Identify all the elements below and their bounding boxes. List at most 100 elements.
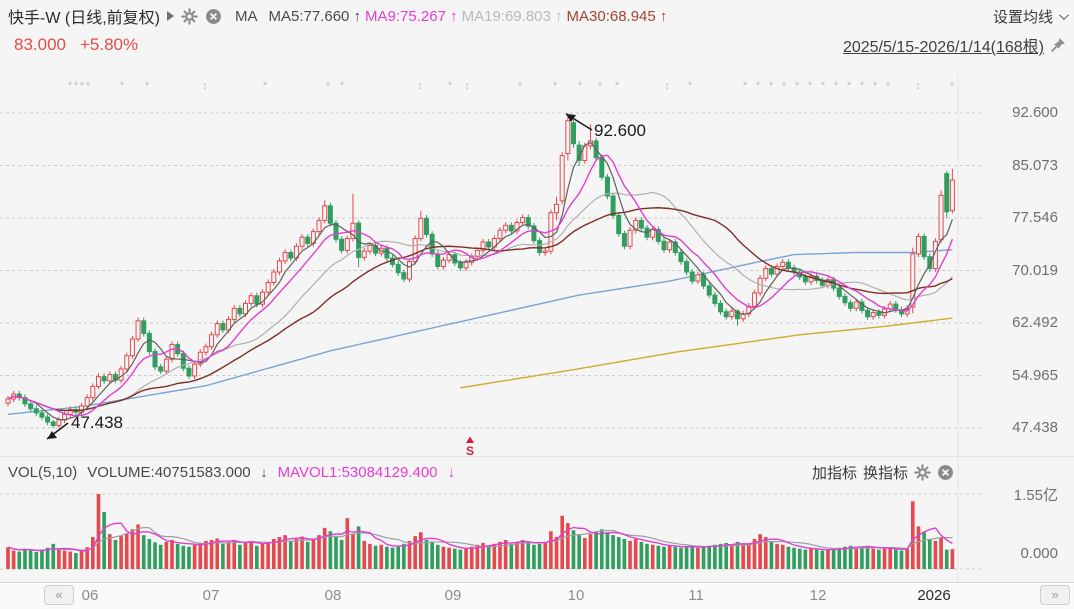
candle-body (836, 287, 842, 297)
updown-marker-icon[interactable]: ↕ (202, 80, 208, 92)
expand-arrow-icon[interactable] (166, 11, 174, 21)
volume-bar (390, 547, 395, 569)
volume-bar (724, 542, 728, 569)
ex-dividend-marker[interactable]: S (466, 444, 474, 458)
candle-body (842, 295, 848, 304)
news-marker-icon[interactable]: * (339, 80, 345, 92)
news-marker-icon[interactable]: * (577, 80, 583, 92)
candle-body (339, 238, 345, 251)
candle-body (480, 241, 486, 251)
volume-bar (62, 550, 67, 569)
volume-bar (684, 546, 689, 569)
news-marker-icon[interactable]: * (768, 80, 774, 92)
chart-settings-gear-icon[interactable] (181, 7, 198, 25)
news-marker-icon[interactable]: * (262, 80, 268, 92)
news-marker-icon[interactable]: * (552, 80, 558, 92)
news-marker-icon[interactable]: * (517, 80, 523, 92)
ma-settings-button[interactable]: 设置均线 (992, 8, 1053, 26)
news-marker-icon[interactable]: * (872, 80, 878, 92)
candle-body (412, 238, 418, 263)
volume-settings-gear-icon[interactable] (914, 463, 931, 481)
candle-body (554, 203, 560, 214)
news-marker-icon[interactable]: * (794, 80, 800, 92)
volume-bar (339, 539, 344, 569)
volume-bar (373, 545, 378, 569)
volume-bar (452, 548, 457, 569)
volume-bar (837, 547, 842, 569)
volume-bar (204, 540, 208, 569)
news-marker-icon[interactable]: * (119, 80, 125, 92)
volume-bar (40, 550, 44, 569)
news-marker-icon[interactable]: * (859, 80, 865, 92)
close-indicator-icon[interactable] (205, 8, 222, 25)
news-marker-icon[interactable]: * (781, 80, 787, 92)
volume-bar (407, 540, 412, 569)
month-tick-label: 08 (324, 587, 342, 604)
candle-body (299, 236, 305, 247)
news-marker-icon[interactable]: * (885, 80, 891, 92)
candle-body (237, 307, 243, 315)
ex-dividend-marker-arrow (466, 436, 474, 443)
candle-body (531, 225, 537, 242)
candle-body (124, 355, 130, 370)
volume-bar (860, 546, 864, 569)
candle-body (689, 271, 695, 282)
candle-body (870, 311, 876, 318)
news-marker-icon[interactable]: * (144, 80, 150, 92)
candle-body (508, 224, 514, 232)
news-marker-icon[interactable]: * (614, 80, 620, 92)
news-marker-icon[interactable]: * (742, 80, 748, 92)
candle-body (729, 310, 735, 318)
news-marker-icon[interactable]: * (79, 80, 85, 92)
volume-bar (486, 545, 491, 569)
volume-bar (300, 536, 304, 569)
volume-bar (255, 545, 259, 569)
news-marker-icon[interactable]: * (597, 80, 603, 92)
volume-bar (752, 539, 757, 569)
news-marker-icon[interactable]: * (846, 80, 852, 92)
add-indicator-button[interactable]: 加指标 (811, 464, 857, 482)
news-marker-icon[interactable]: * (85, 80, 91, 92)
updown-marker-icon[interactable]: ↕ (464, 80, 470, 92)
volume-bar (730, 545, 734, 569)
volume-bar (68, 551, 73, 569)
symbol-title[interactable]: 快手-W (日线,前复权) (8, 10, 160, 27)
volume-indicator-label[interactable]: VOL(5,10) (8, 463, 78, 481)
news-marker-icon[interactable]: * (325, 80, 331, 92)
volume-bar (283, 535, 287, 569)
volume-bar (713, 544, 717, 569)
volume-bar (57, 549, 61, 569)
scroll-right-button[interactable]: » (1040, 585, 1070, 605)
candle-body (129, 338, 135, 357)
news-marker-icon[interactable]: * (807, 80, 813, 92)
candle-body (774, 265, 780, 275)
updown-marker-icon[interactable]: ↕ (915, 80, 921, 92)
candle-body (497, 229, 503, 240)
candle-body (254, 295, 260, 305)
news-marker-icon[interactable]: * (447, 80, 453, 92)
pin-icon[interactable] (1050, 37, 1066, 53)
switch-indicator-button[interactable]: 换指标 (862, 464, 908, 482)
volume-close-icon[interactable] (937, 464, 954, 481)
news-marker-icon[interactable]: * (949, 80, 955, 92)
candle-body (214, 323, 220, 336)
scroll-left-button[interactable]: « (44, 585, 74, 605)
news-marker-icon[interactable]: * (755, 80, 761, 92)
news-marker-icon[interactable]: * (67, 80, 73, 92)
updown-marker-icon[interactable]: ↕ (417, 80, 423, 92)
candle-body (469, 256, 475, 263)
candle-body (661, 240, 667, 251)
volume-bar (763, 537, 768, 569)
news-marker-icon[interactable]: * (833, 80, 839, 92)
volume-bar (679, 547, 683, 569)
candle-body (876, 311, 882, 316)
volume-bar (334, 537, 338, 569)
volume-tick-label: 1.55亿 (1013, 487, 1058, 504)
news-marker-icon[interactable]: * (820, 80, 826, 92)
updown-marker-icon[interactable]: ↕ (664, 80, 670, 92)
news-marker-icon[interactable]: * (73, 80, 79, 92)
volume-bar (464, 548, 468, 569)
news-marker-icon[interactable]: * (687, 80, 693, 92)
date-range-link[interactable]: 2025/5/15-2026/1/14(168根) (842, 39, 1044, 56)
